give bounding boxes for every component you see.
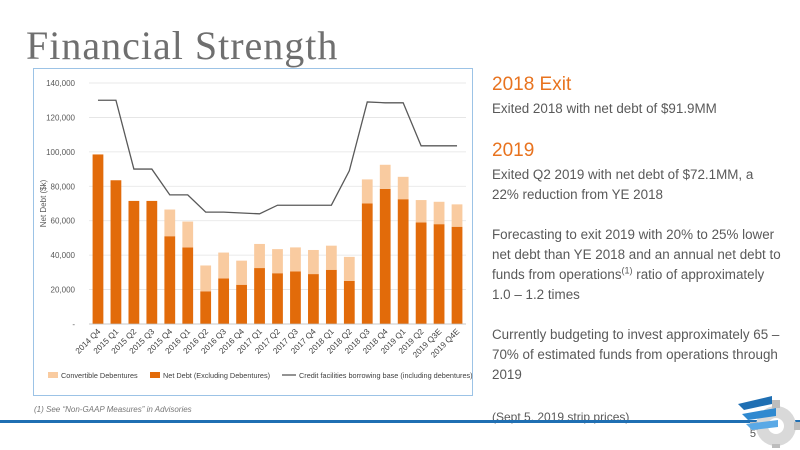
y-tick-label: - xyxy=(72,320,75,329)
y-tick-label: 60,000 xyxy=(51,217,76,226)
forecast-text-a: Forecasting to exit 2019 with 20% to 25%… xyxy=(492,227,781,282)
y-tick-label: 120,000 xyxy=(46,113,75,122)
debenture-bar xyxy=(218,252,230,279)
borrowing-base-line xyxy=(97,99,458,215)
footnote-marker: (1) xyxy=(621,265,633,276)
net-debt-bar xyxy=(308,274,319,324)
net-debt-bar xyxy=(236,284,247,324)
page-number: 5 xyxy=(749,428,756,440)
legend-label: Credit facilities borrowing base (includ… xyxy=(299,371,473,380)
net-debt-chart: - 20,000 40,000 60,000 80,000 100,000 120,000 1… xyxy=(39,79,473,380)
debenture-bar xyxy=(236,260,247,285)
y-axis: - 20,000 40,000 60,000 80,000 100,000 120,000 1… xyxy=(46,79,75,329)
y-tick-label: 40,000 xyxy=(51,251,76,260)
net-debt-bar xyxy=(379,188,391,324)
net-debt-bar xyxy=(254,268,265,324)
debenture-bar xyxy=(451,204,463,227)
net-debt-bar xyxy=(361,203,373,324)
debenture-bar xyxy=(254,243,265,269)
y-tick-label: 140,000 xyxy=(46,79,75,88)
forecast-text-b: ratio of approximately 1.0 – 1.2 times xyxy=(492,267,765,302)
net-debt-bar xyxy=(433,224,445,324)
forecast-text: Forecasting to exit 2019 with 20% to 25%… xyxy=(492,225,782,305)
net-debt-bar xyxy=(146,200,158,324)
y-tick-label: 20,000 xyxy=(51,286,76,295)
legend-swatch xyxy=(150,372,160,378)
footer-bar xyxy=(0,420,800,423)
debenture-bar xyxy=(325,245,337,270)
legend-swatch xyxy=(48,372,58,378)
legend-label: Convertible Debentures xyxy=(61,371,138,380)
net-debt-bar xyxy=(272,273,283,324)
footnote: (1) See “Non-GAAP Measures” in Advisorie… xyxy=(34,405,192,414)
company-logo-icon xyxy=(738,396,800,448)
net-debt-bar xyxy=(164,236,176,324)
net-debt-bar xyxy=(182,247,194,324)
debenture-bar xyxy=(308,249,319,275)
bar-series xyxy=(92,154,463,324)
debenture-bar xyxy=(397,176,409,200)
net-debt-bar xyxy=(397,199,409,324)
debenture-bar xyxy=(182,221,194,248)
heading-2019: 2019 xyxy=(492,140,535,161)
chart-container: - 20,000 40,000 60,000 80,000 100,000 120,000 1… xyxy=(33,68,473,396)
exit-2018-text: Exited 2018 with net debt of $91.9MM xyxy=(492,101,717,116)
net-debt-bar xyxy=(218,278,230,324)
debenture-bar xyxy=(164,209,176,237)
debenture-bar xyxy=(379,164,391,189)
debenture-bar xyxy=(343,256,355,281)
debenture-bar xyxy=(272,249,283,274)
net-debt-bar xyxy=(110,180,122,324)
net-debt-bar xyxy=(200,291,212,324)
net-debt-bar xyxy=(128,200,140,324)
debenture-bar xyxy=(200,265,212,292)
debenture-bar xyxy=(433,201,445,225)
net-debt-bar xyxy=(92,154,104,324)
y-tick-label: 100,000 xyxy=(46,148,75,157)
commentary-panel: 2018 Exit Exited 2018 with net debt of $… xyxy=(492,74,782,427)
debenture-bar xyxy=(361,179,373,204)
legend: Convertible Debentures Net Debt (Excludin… xyxy=(48,371,473,380)
y-tick-label: 80,000 xyxy=(51,182,76,191)
budget-text: Currently budgeting to invest approximat… xyxy=(492,327,780,382)
y-axis-title: Net Debt ($k) xyxy=(39,179,48,227)
q2-2019-text: Exited Q2 2019 with net debt of $72.1MM,… xyxy=(492,167,754,202)
slide-title: Financial Strength xyxy=(26,23,339,68)
net-debt-bar xyxy=(325,269,337,324)
net-debt-bar xyxy=(343,280,355,324)
debenture-bar xyxy=(290,247,301,272)
heading-2018-exit: 2018 Exit xyxy=(492,74,572,95)
legend-label: Net Debt (Excluding Debentures) xyxy=(163,371,270,380)
net-debt-bar xyxy=(290,271,301,324)
net-debt-bar xyxy=(451,226,463,324)
net-debt-bar xyxy=(415,222,427,324)
debenture-bar xyxy=(415,200,427,223)
line-series xyxy=(97,99,458,215)
